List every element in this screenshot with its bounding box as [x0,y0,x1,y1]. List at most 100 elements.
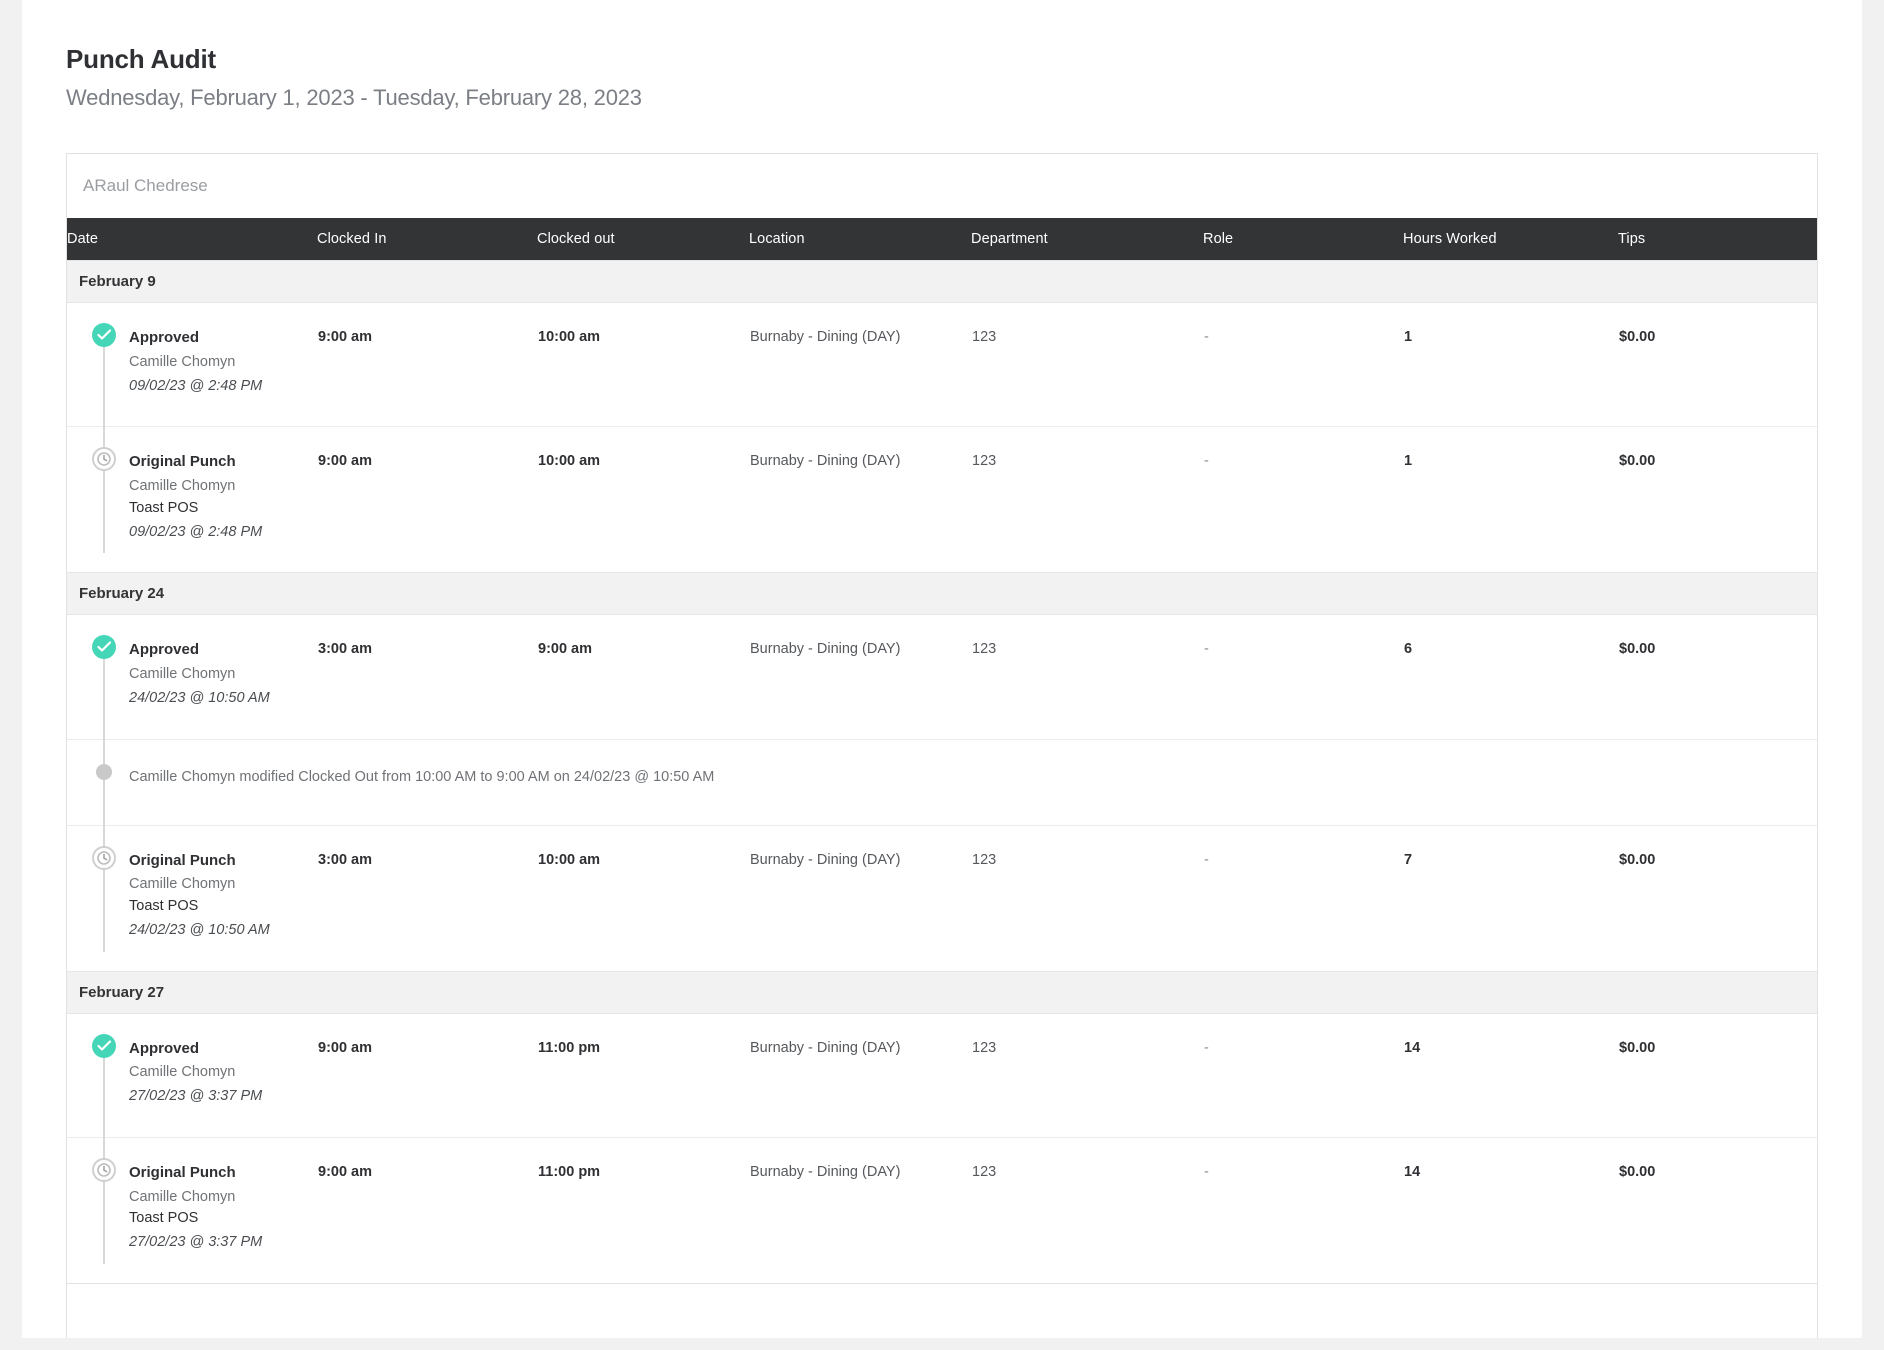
punch-entry-role-cell: - [1203,1013,1403,1138]
role-value: - [1204,1039,1209,1056]
punch-entry-author: Camille Chomyn [129,353,236,370]
punch-entry-row: Approved Camille Chomyn 24/02/23 @ 10:50 A… [67,614,1817,768]
date-group-row: February 9 [67,260,1817,303]
punch-entry-department-cell: 123 [971,614,1203,739]
punch-entry-title: Approved [129,641,200,659]
employee-name: ARaul Chedrese [83,176,208,195]
punch-entry-row: Original Punch Camille Chomyn Toast POS 24/… [67,821,1817,971]
location-value: Burnaby - Dining (DAY) [750,1039,901,1056]
clock-icon [92,1157,116,1182]
department-value: 123 [972,329,997,345]
clocked-in-value: 9:00 am [318,453,373,470]
punch-entry-timeline-cell: Original Punch Camille Chomyn Toast POS 09/… [67,423,317,573]
punch-entry-location-cell: Burnaby - Dining (DAY) [749,614,971,739]
punch-entry-location-cell: Burnaby - Dining (DAY) [749,1013,971,1138]
clocked-out-value: 10:00 am [538,453,601,470]
timeline-connector [103,821,105,952]
hours-worked-value: 14 [1404,1039,1421,1056]
clock-icon [92,447,116,472]
timeline-connector [103,329,105,456]
department-value: 123 [972,641,997,658]
punch-entry-tips-cell: $0.00 [1618,426,1817,573]
punch-entry-clocked-out-cell: 10:00 am [537,426,749,573]
punch-entry-timeline-cell: Approved Camille Chomyn 09/02/23 @ 2:48 PM [67,302,317,456]
punch-entry-row: Original Punch Camille Chomyn Toast POS 27/… [67,1133,1817,1284]
punch-entry-clocked-out-cell: 11:00 pm [537,1013,749,1138]
punch-entry-hours-cell: 6 [1403,614,1618,739]
punch-entry-timeline-cell: Original Punch Camille Chomyn Toast POS 24/… [67,821,317,971]
timeline-connector [103,735,105,854]
clocked-out-value: 11:00 pm [538,1163,601,1180]
punch-entry-author: Camille Chomyn [129,666,236,682]
clocked-out-value: 11:00 pm [538,1039,601,1056]
column-header-clocked-in: Clocked In [317,218,537,261]
punch-entry-timestamp: 27/02/23 @ 3:37 PM [129,1088,263,1104]
department-value: 123 [972,453,997,470]
punch-entry-clocked-in-cell: 9:00 am [317,1013,537,1138]
punch-entry-tips-cell: $0.00 [1618,302,1817,427]
punch-audit-table: Date Clocked In Clocked out Location Dep… [67,218,1817,1338]
modification-note: Camille Chomyn modified Clocked Out from… [129,768,715,785]
punch-entry-timeline-cell: Approved Camille Chomyn 24/02/23 @ 10:50 A… [67,614,317,768]
punch-entry-clocked-out-cell: 10:00 am [537,302,749,427]
punch-entry-role-cell: - [1203,302,1403,427]
punch-entry-row: Approved Camille Chomyn 09/02/23 @ 2:48 PM… [67,302,1817,456]
punch-entry-tips-cell: $0.00 [1618,824,1817,971]
page-header: Punch Audit Wednesday, February 1, 2023 … [22,0,1862,111]
employee-bar: ARaul Chedrese [67,154,1817,218]
clock-icon [92,845,116,870]
date-group-label: February 27 [67,970,1817,1014]
punch-entry-timestamp: 24/02/23 @ 10:50 AM [129,689,270,706]
date-group-label: February 9 [67,260,1817,303]
punch-entry-hours-cell: 14 [1403,1136,1618,1284]
clocked-out-value: 10:00 am [538,851,601,868]
table-header: Date Clocked In Clocked out Location Dep… [67,218,1817,261]
check-circle-icon [92,635,116,660]
punch-entry-department-cell: 123 [971,824,1203,971]
tips-value: $0.00 [1619,453,1656,470]
punch-audit-page: Punch Audit Wednesday, February 1, 2023 … [22,0,1862,1338]
punch-entry-source: Toast POS [129,898,199,914]
punch-entry-title: Original Punch [129,453,236,471]
punch-entry-timeline-cell: Approved Camille Chomyn 27/02/23 @ 3:37 PM [67,1013,317,1166]
punch-entry-timeline-cell: Original Punch Camille Chomyn Toast POS 27/… [67,1133,317,1284]
punch-entry-tips-cell: $0.00 [1618,614,1817,739]
tips-value: $0.00 [1619,851,1656,868]
clocked-in-value: 9:00 am [318,1163,373,1180]
tips-value: $0.00 [1619,1039,1656,1056]
punch-entry-clocked-in-cell: 9:00 am [317,302,537,427]
column-header-location: Location [749,218,971,261]
clocked-out-value: 9:00 am [538,641,593,658]
punch-entry-location-cell: Burnaby - Dining (DAY) [749,426,971,573]
clocked-in-value: 9:00 am [318,329,373,345]
punch-entry-role-cell: - [1203,614,1403,739]
punch-entry-role-cell: - [1203,1136,1403,1284]
date-group-label: February 24 [67,572,1817,616]
punch-entry-author: Camille Chomyn [129,1064,236,1081]
punch-entry-tips-cell: $0.00 [1618,1013,1817,1138]
punch-entry-clocked-out-cell: 10:00 am [537,824,749,971]
check-circle-icon [92,1033,116,1058]
punch-entry-author: Camille Chomyn [129,478,236,494]
location-value: Burnaby - Dining (DAY) [750,453,901,470]
role-value: - [1204,641,1209,658]
clocked-in-value: 3:00 am [318,641,373,658]
punch-entry-department-cell: 123 [971,1013,1203,1138]
punch-note-row: Camille Chomyn modified Clocked Out from… [67,735,1817,854]
punch-entry-department-cell: 123 [971,1136,1203,1284]
date-range-subtitle: Wednesday, February 1, 2023 - Tuesday, F… [66,85,642,110]
table-tail-row [67,1282,1817,1338]
clocked-in-value: 3:00 am [318,851,373,868]
location-value: Burnaby - Dining (DAY) [750,851,901,868]
punch-entry-row: Approved Camille Chomyn 27/02/23 @ 3:37 PM… [67,1013,1817,1166]
punch-entry-department-cell: 123 [971,426,1203,573]
punch-entry-hours-cell: 1 [1403,426,1618,573]
punch-entry-source: Toast POS [129,499,199,516]
role-value: - [1204,329,1209,345]
punch-entry-title: Approved [129,1039,200,1057]
hours-worked-value: 7 [1404,851,1413,868]
location-value: Burnaby - Dining (DAY) [750,641,901,658]
tips-value: $0.00 [1619,641,1656,658]
punch-entry-tips-cell: $0.00 [1618,1136,1817,1284]
punch-entry-hours-cell: 1 [1403,302,1618,427]
